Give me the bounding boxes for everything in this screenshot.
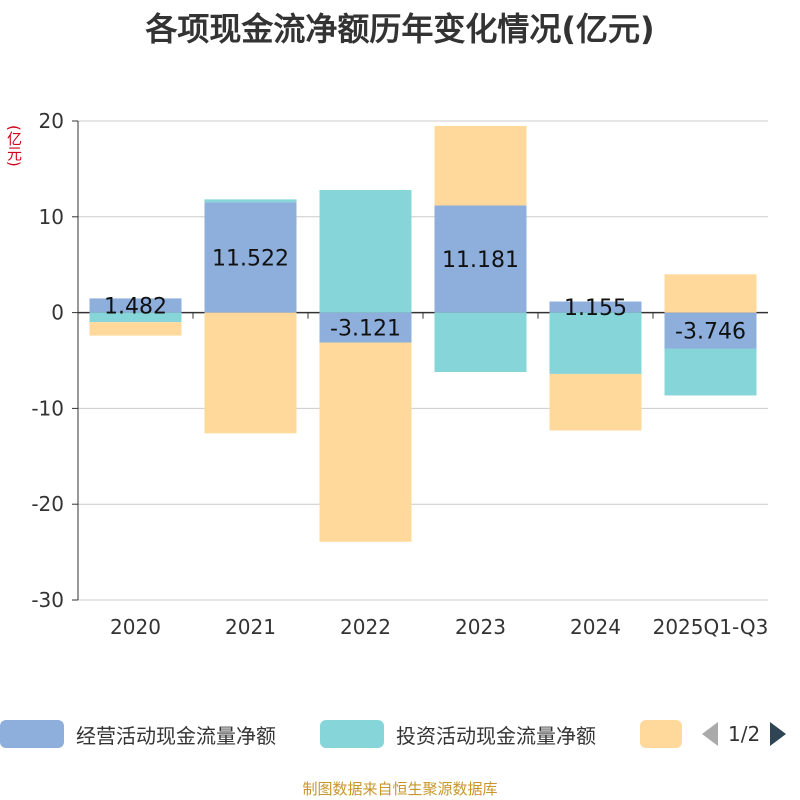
bar-investing [549, 312, 642, 374]
legend-item-operating[interactable]: 经营活动现金流量净额 [0, 716, 276, 752]
data-label: 1.482 [104, 295, 167, 320]
bar-operating [319, 312, 412, 343]
bar-operating [549, 301, 642, 313]
x-tick-label: 2023 [455, 615, 506, 639]
bar-investing [204, 199, 297, 203]
x-tick-label: 2021 [225, 615, 276, 639]
legend-pager: 1/2 [700, 716, 788, 752]
bar-financing [664, 274, 757, 313]
bar-financing [204, 312, 297, 434]
bar-operating [664, 312, 757, 349]
legend-label-investing: 投资活动现金流量净额 [396, 723, 596, 748]
legend-item-financing[interactable] [640, 716, 694, 752]
x-tick-label: 2020 [110, 615, 161, 639]
y-axis-unit: (亿元) [5, 125, 23, 167]
bar-financing [89, 322, 182, 336]
bar-investing [664, 348, 757, 396]
bar-investing [319, 189, 412, 313]
legend-prev-icon[interactable] [700, 720, 720, 748]
bar-investing [89, 312, 182, 323]
legend-item-investing[interactable]: 投资活动现金流量净额 [320, 716, 596, 752]
data-label: 1.155 [564, 296, 627, 321]
y-tick-label: -10 [31, 396, 64, 420]
legend-page-indicator: 1/2 [728, 722, 761, 746]
y-tick-label: -30 [31, 588, 64, 612]
bar-operating [434, 205, 527, 313]
bar-operating [89, 298, 182, 313]
bar-chart: 20 10 0 -10 -20 -30 2020 1.482 2021 11.522 2022 -3.… [31, 109, 769, 639]
x-tick-label: 2022 [340, 615, 391, 639]
legend: 经营活动现金流量净额 投资活动现金流量净额 1/2 [0, 716, 800, 752]
y-tick-label: 20 [39, 109, 64, 133]
data-label: 11.181 [442, 248, 519, 273]
x-tick-label: 2025Q1-Q3 [653, 615, 769, 639]
data-label: -3.746 [675, 320, 746, 345]
y-tick-label: 10 [39, 205, 64, 229]
y-tick-label: -20 [31, 492, 64, 516]
bar-financing [434, 125, 527, 206]
bar-operating [204, 202, 297, 313]
legend-swatch-operating [0, 720, 64, 748]
legend-next-icon[interactable] [768, 720, 788, 748]
data-source-footer: 制图数据来自恒生聚源数据库 [302, 780, 498, 798]
legend-label-operating: 经营活动现金流量净额 [76, 723, 276, 748]
legend-swatch-investing [320, 720, 384, 748]
x-tick-label: 2024 [570, 615, 621, 639]
legend-swatch-financing [640, 720, 682, 748]
bar-financing [549, 373, 642, 431]
bar-investing [434, 312, 527, 372]
data-label: 11.522 [212, 246, 289, 271]
bar-financing [319, 342, 412, 542]
y-tick-label: 0 [51, 301, 64, 325]
data-label: -3.121 [330, 317, 401, 342]
chart-title: 各项现金流净额历年变化情况(亿元) [145, 10, 655, 48]
